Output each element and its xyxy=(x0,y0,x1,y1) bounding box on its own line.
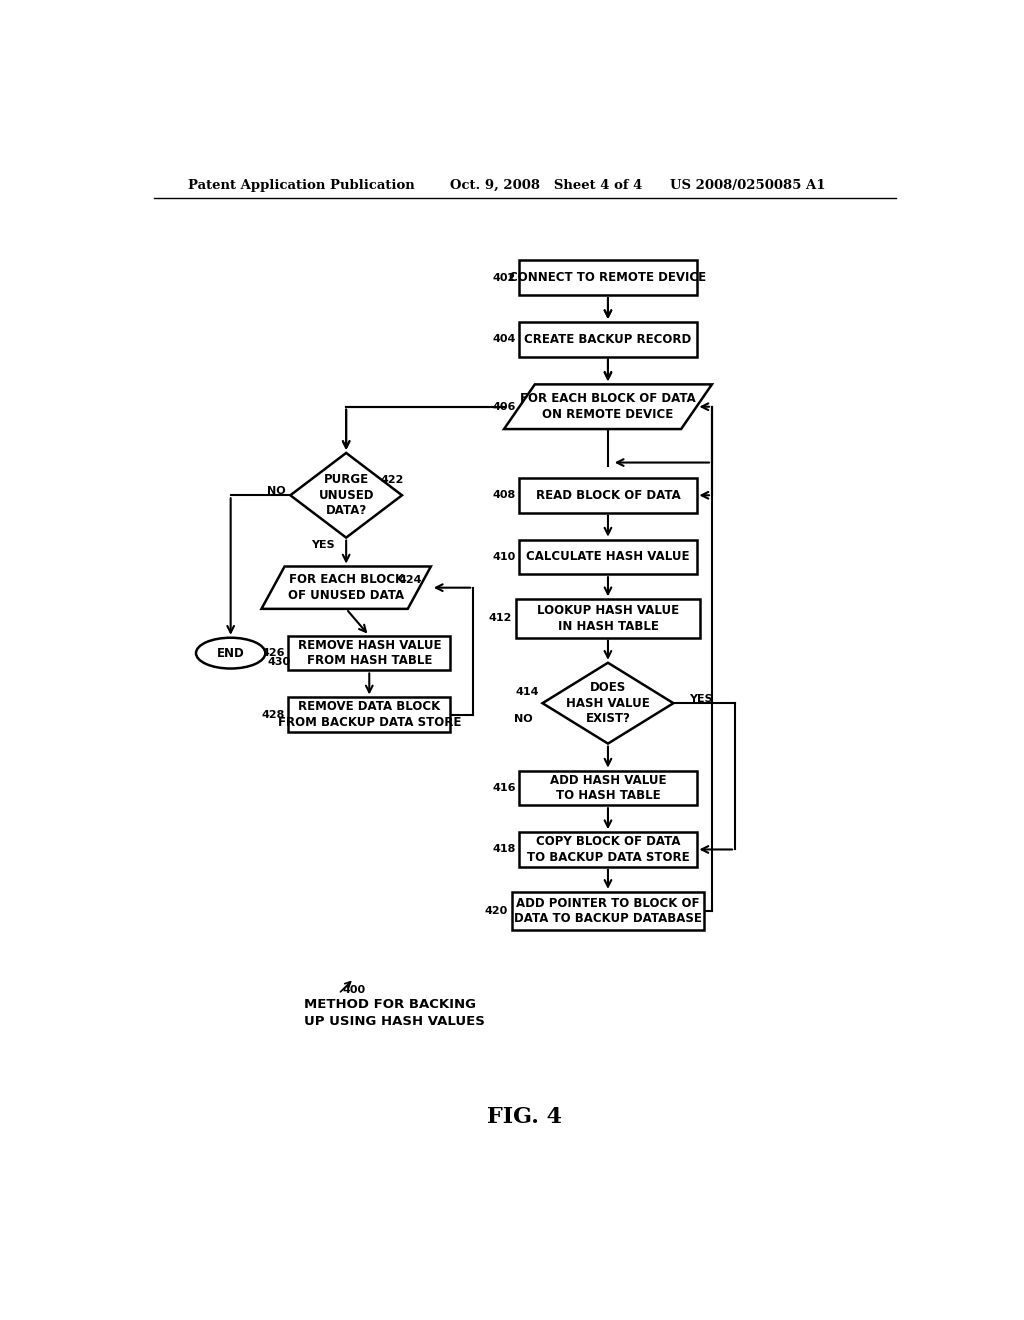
Text: CREATE BACKUP RECORD: CREATE BACKUP RECORD xyxy=(524,333,691,346)
FancyBboxPatch shape xyxy=(519,832,696,867)
Text: 400: 400 xyxy=(342,985,366,995)
FancyBboxPatch shape xyxy=(519,478,696,512)
Text: PURGE
UNUSED
DATA?: PURGE UNUSED DATA? xyxy=(318,474,374,517)
Text: 412: 412 xyxy=(488,614,512,623)
Polygon shape xyxy=(504,384,712,429)
Text: 426: 426 xyxy=(261,648,285,659)
Text: 410: 410 xyxy=(493,552,515,562)
Text: 424: 424 xyxy=(398,576,422,585)
Text: CONNECT TO REMOTE DEVICE: CONNECT TO REMOTE DEVICE xyxy=(509,271,707,284)
Text: 428: 428 xyxy=(261,710,285,719)
Text: 414: 414 xyxy=(515,686,539,697)
Text: NO: NO xyxy=(267,487,286,496)
Polygon shape xyxy=(261,566,431,609)
Text: METHOD FOR BACKING
UP USING HASH VALUES: METHOD FOR BACKING UP USING HASH VALUES xyxy=(304,998,484,1028)
FancyBboxPatch shape xyxy=(512,892,705,931)
Text: COPY BLOCK OF DATA
TO BACKUP DATA STORE: COPY BLOCK OF DATA TO BACKUP DATA STORE xyxy=(526,836,689,863)
Text: READ BLOCK OF DATA: READ BLOCK OF DATA xyxy=(536,488,680,502)
Text: DOES
HASH VALUE
EXIST?: DOES HASH VALUE EXIST? xyxy=(566,681,650,725)
FancyBboxPatch shape xyxy=(289,636,451,671)
FancyBboxPatch shape xyxy=(515,599,700,638)
Text: ADD POINTER TO BLOCK OF
DATA TO BACKUP DATABASE: ADD POINTER TO BLOCK OF DATA TO BACKUP D… xyxy=(514,896,701,925)
Text: 408: 408 xyxy=(493,490,515,500)
Text: REMOVE DATA BLOCK
FROM BACKUP DATA STORE: REMOVE DATA BLOCK FROM BACKUP DATA STORE xyxy=(278,701,461,729)
Text: ADD HASH VALUE
TO HASH TABLE: ADD HASH VALUE TO HASH TABLE xyxy=(550,774,667,803)
Text: Oct. 9, 2008   Sheet 4 of 4: Oct. 9, 2008 Sheet 4 of 4 xyxy=(451,178,642,191)
Polygon shape xyxy=(291,453,402,537)
Text: 422: 422 xyxy=(381,475,403,484)
Text: 404: 404 xyxy=(493,334,515,345)
Text: YES: YES xyxy=(689,694,713,705)
Polygon shape xyxy=(543,663,674,743)
Text: YES: YES xyxy=(311,540,335,550)
Text: 402: 402 xyxy=(493,273,515,282)
Text: 406: 406 xyxy=(493,401,515,412)
Text: REMOVE HASH VALUE
FROM HASH TABLE: REMOVE HASH VALUE FROM HASH TABLE xyxy=(298,639,441,668)
FancyBboxPatch shape xyxy=(519,260,696,296)
FancyBboxPatch shape xyxy=(519,540,696,574)
Text: NO: NO xyxy=(514,714,532,723)
Text: US 2008/0250085 A1: US 2008/0250085 A1 xyxy=(670,178,825,191)
Text: Patent Application Publication: Patent Application Publication xyxy=(188,178,415,191)
Text: LOOKUP HASH VALUE
IN HASH TABLE: LOOKUP HASH VALUE IN HASH TABLE xyxy=(537,605,679,632)
Text: 418: 418 xyxy=(493,845,515,854)
FancyBboxPatch shape xyxy=(519,322,696,356)
Text: 420: 420 xyxy=(484,906,508,916)
Text: END: END xyxy=(217,647,245,660)
Text: CALCULATE HASH VALUE: CALCULATE HASH VALUE xyxy=(526,550,690,564)
FancyBboxPatch shape xyxy=(519,771,696,805)
Text: FOR EACH BLOCK
OF UNUSED DATA: FOR EACH BLOCK OF UNUSED DATA xyxy=(288,573,404,602)
Text: FOR EACH BLOCK OF DATA
ON REMOTE DEVICE: FOR EACH BLOCK OF DATA ON REMOTE DEVICE xyxy=(520,392,696,421)
Text: FIG. 4: FIG. 4 xyxy=(487,1106,562,1129)
FancyBboxPatch shape xyxy=(289,697,451,733)
Text: 430: 430 xyxy=(267,657,291,668)
Text: 416: 416 xyxy=(493,783,515,793)
Ellipse shape xyxy=(196,638,265,668)
